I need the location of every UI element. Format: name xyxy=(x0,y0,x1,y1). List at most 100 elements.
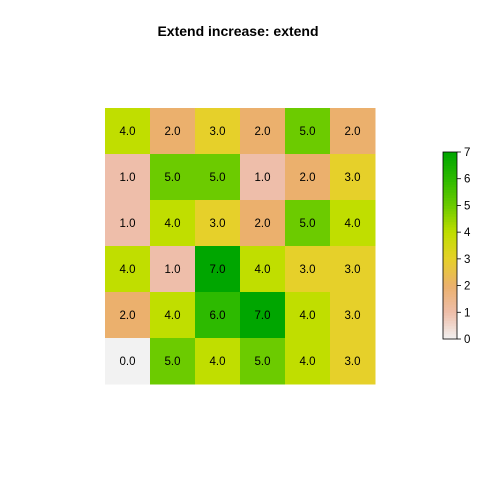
legend-color-step xyxy=(443,218,457,223)
heatmap-cell xyxy=(330,292,376,339)
legend-color-step xyxy=(443,184,457,188)
legend-color-step xyxy=(443,194,457,199)
legend-color-step xyxy=(443,245,457,249)
legend-color-step xyxy=(443,306,457,311)
legend-color-step xyxy=(443,234,457,239)
legend-color-step xyxy=(443,232,457,236)
legend-color-step xyxy=(443,221,457,225)
heatmap-cell xyxy=(330,246,376,293)
legend-color-step xyxy=(443,229,457,233)
legend-color-step xyxy=(443,210,457,215)
legend-color-step xyxy=(443,250,457,255)
legend-color-step xyxy=(443,242,457,247)
legend-color-step xyxy=(443,197,457,201)
cell-value-label: 3.0 xyxy=(345,356,361,368)
cell-value-label: 3.0 xyxy=(345,172,361,184)
legend-frame xyxy=(442,151,458,340)
cell-value-label: 4.0 xyxy=(345,218,361,230)
heatmap-cell xyxy=(285,200,331,247)
heatmap-cell xyxy=(240,108,286,155)
legend-color-step xyxy=(443,269,457,273)
legend-tick-label: 0 xyxy=(464,334,470,346)
legend-color-step xyxy=(443,192,457,196)
cell-value-label: 5.0 xyxy=(255,356,271,368)
legend-color-step xyxy=(443,285,457,289)
cell-value-label: 4.0 xyxy=(120,264,136,276)
legend-color-step xyxy=(443,301,457,305)
legend-color-step xyxy=(443,261,457,265)
cell-value-label: 3.0 xyxy=(345,264,361,276)
heatmap-cell xyxy=(105,246,151,293)
cell-value-label: 2.0 xyxy=(255,126,271,138)
legend-tick-label: 4 xyxy=(464,227,471,239)
heatmap-cell xyxy=(105,154,151,201)
legend-color-step xyxy=(443,154,457,158)
legend-tick-label: 1 xyxy=(464,307,470,319)
legend-color-step xyxy=(443,157,457,161)
legend-color-step xyxy=(443,293,457,297)
heatmap-cell xyxy=(330,338,376,385)
legend-color-step xyxy=(443,224,457,228)
cell-value-label: 5.0 xyxy=(165,172,181,184)
legend-color-step xyxy=(443,173,457,177)
legend-color-step xyxy=(443,186,457,190)
cell-value-label: 5.0 xyxy=(300,126,316,138)
cell-value-label: 4.0 xyxy=(165,218,181,230)
heatmap-cell xyxy=(285,338,331,385)
heatmap-cell xyxy=(150,338,196,385)
legend-color-step xyxy=(443,181,457,185)
legend-color-step xyxy=(443,200,457,204)
heatmap-cell xyxy=(195,200,241,247)
heatmap-cell xyxy=(195,338,241,385)
cell-value-label: 7.0 xyxy=(255,310,271,322)
legend-color-step xyxy=(443,330,457,335)
legend-color-step xyxy=(443,277,457,281)
legend-color-step xyxy=(443,317,457,321)
cell-value-label: 2.0 xyxy=(165,126,181,138)
heatmap-cell xyxy=(195,292,241,339)
cell-value-label: 2.0 xyxy=(255,218,271,230)
legend-color-step xyxy=(443,258,457,263)
legend-tick-label: 5 xyxy=(464,200,470,212)
cell-value-label: 3.0 xyxy=(210,218,226,230)
heatmap-cell xyxy=(330,200,376,247)
cell-value-label: 4.0 xyxy=(165,310,181,322)
cell-value-label: 6.0 xyxy=(210,310,226,322)
cell-value-label: 4.0 xyxy=(210,356,226,368)
cell-value-label: 4.0 xyxy=(300,310,316,322)
cell-value-label: 2.0 xyxy=(300,172,316,184)
legend-color-step xyxy=(443,226,457,231)
cell-value-label: 5.0 xyxy=(300,218,316,230)
cell-value-label: 5.0 xyxy=(210,172,226,184)
legend-color-step xyxy=(443,298,457,303)
cell-value-label: 2.0 xyxy=(345,126,361,138)
cell-value-label: 3.0 xyxy=(300,264,316,276)
cell-value-label: 4.0 xyxy=(255,264,271,276)
legend-color-step xyxy=(443,280,457,284)
heatmap-cell xyxy=(285,292,331,339)
legend-tick-label: 6 xyxy=(464,174,470,186)
legend-color-step xyxy=(443,322,457,327)
heatmap-cell xyxy=(150,154,196,201)
cell-value-label: 1.0 xyxy=(120,218,136,230)
legend-color-step xyxy=(443,165,457,169)
cell-value-label: 1.0 xyxy=(255,172,271,184)
legend-color-step xyxy=(443,304,457,308)
legend-color-step xyxy=(443,160,457,164)
legend-color-step xyxy=(443,336,457,340)
legend-color-step xyxy=(443,162,457,166)
heatmap-cell xyxy=(240,292,286,339)
legend-color-step xyxy=(443,213,457,217)
heatmap-cell xyxy=(285,246,331,293)
legend-color-step xyxy=(443,272,457,276)
legend-color-step xyxy=(443,256,457,260)
legend-color-step xyxy=(443,274,457,279)
legend-color-step xyxy=(443,290,457,295)
legend-color-step xyxy=(443,240,457,244)
heatmap-cell xyxy=(150,292,196,339)
cell-value-label: 2.0 xyxy=(120,310,136,322)
legend-color-step xyxy=(443,312,457,316)
legend-color-step xyxy=(443,320,457,324)
heatmap-cell xyxy=(240,200,286,247)
